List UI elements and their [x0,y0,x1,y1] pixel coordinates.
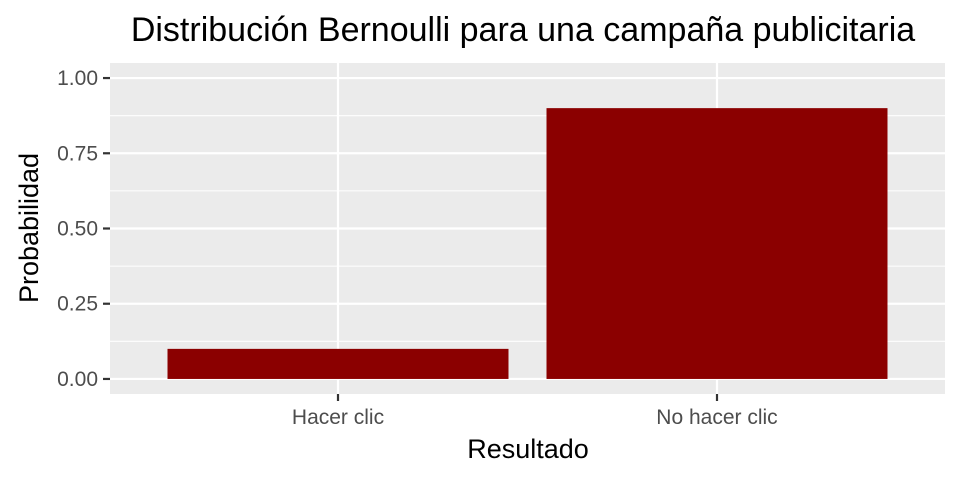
chart-title: Distribución Bernoulli para una campaña … [131,11,915,49]
y-tick-label: 0.00 [57,368,98,391]
y-tick-label: 1.00 [57,67,98,90]
y-tick-label: 0.50 [57,218,98,241]
x-tick-label: Hacer clic [292,406,384,429]
y-tick-label: 0.75 [57,142,98,165]
y-axis-title: Probabilidad [14,153,44,303]
y-axis: 0.00 0.25 0.50 0.75 1.00 [57,67,110,391]
bar-hacer-clic [168,349,509,379]
x-axis-title: Resultado [467,434,589,464]
bar-no-hacer-clic [547,108,888,379]
x-axis: Hacer clic No hacer clic [292,394,778,429]
y-tick-label: 0.25 [57,293,98,316]
x-tick-label: No hacer clic [656,406,777,429]
